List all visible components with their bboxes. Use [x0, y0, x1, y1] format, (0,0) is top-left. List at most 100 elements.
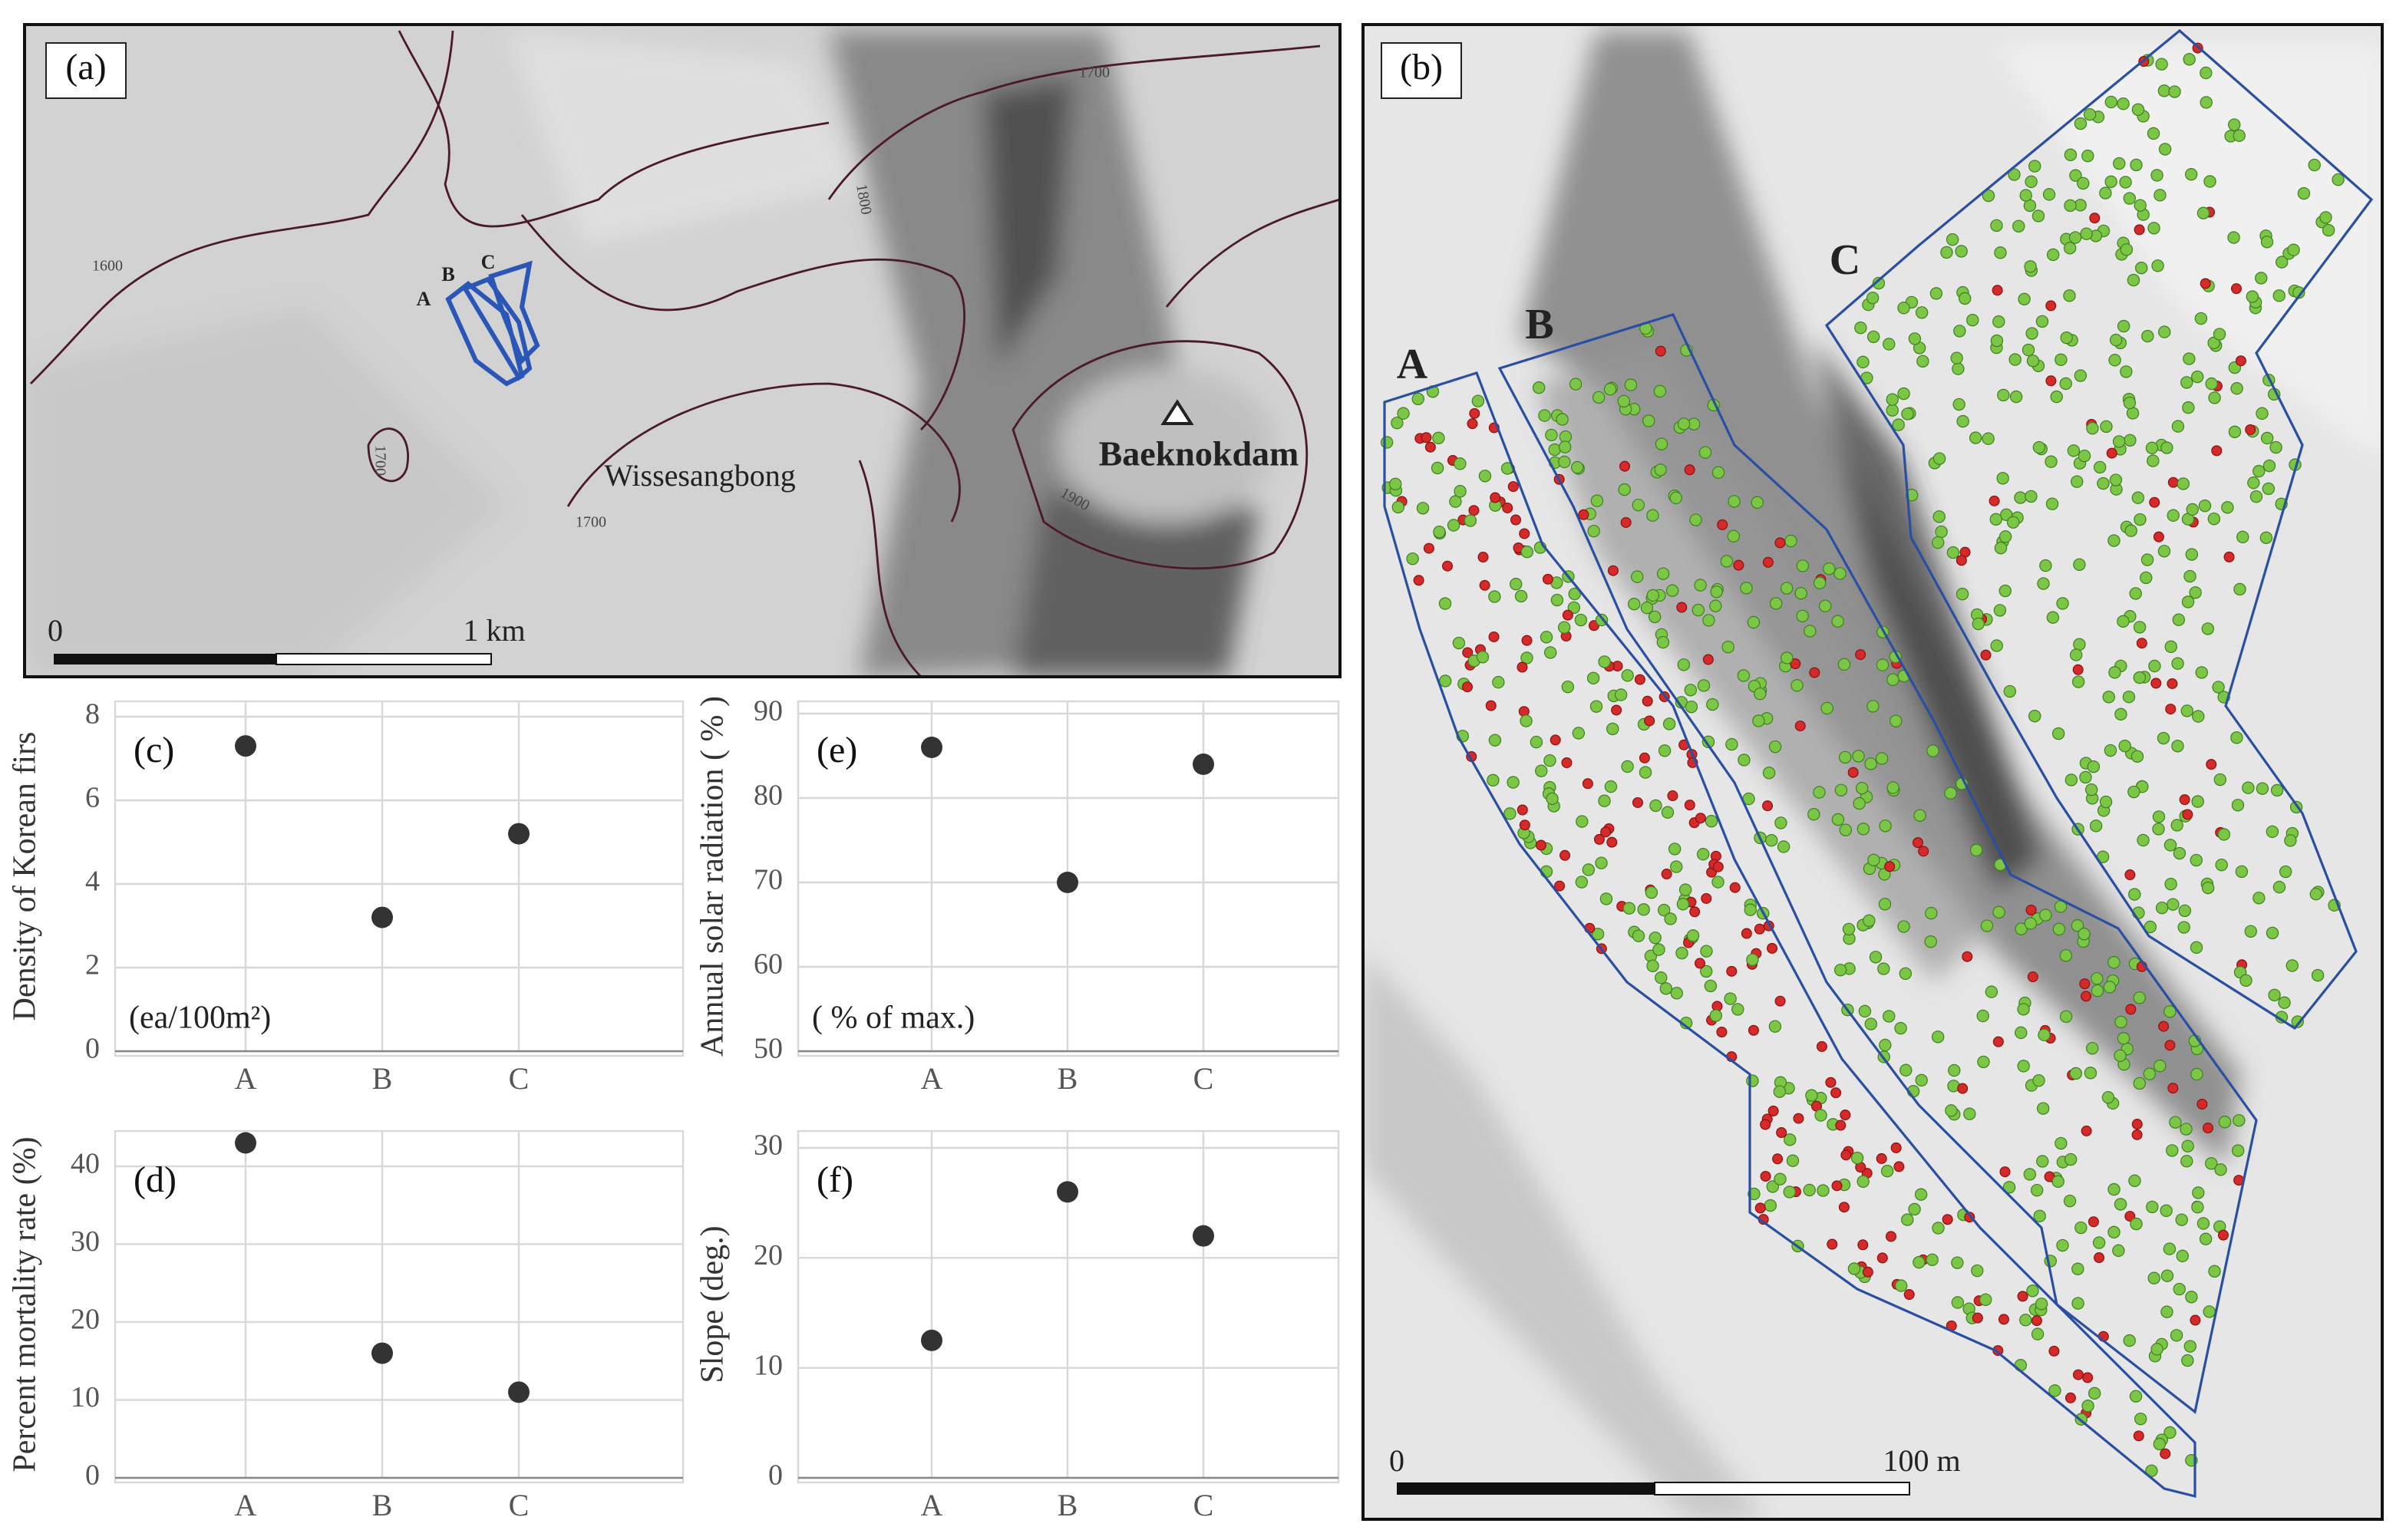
tree-dot — [1649, 799, 1662, 813]
tree-dot — [1915, 306, 1929, 319]
tree-dot — [2037, 1102, 2050, 1115]
tree-dot — [2205, 377, 2218, 391]
tree-dot — [2297, 186, 2311, 200]
tree-dot — [2233, 582, 2246, 596]
annotation: ( % of max.) — [812, 1001, 975, 1036]
tree-dot — [1884, 861, 1896, 872]
scale-label: 0 — [1389, 1443, 1404, 1478]
site-label: C — [481, 251, 496, 273]
tree-dot — [2175, 1213, 2188, 1226]
tree-dot — [1883, 1010, 1896, 1023]
tree-dot — [2163, 1005, 2177, 1018]
tree-dot — [1711, 876, 1724, 889]
tree-dot — [1720, 555, 1734, 568]
tree-dot — [1507, 481, 1519, 493]
tree-dot — [2060, 331, 2073, 345]
tree-dot — [2149, 496, 2160, 508]
panel-label: (c) — [134, 730, 174, 770]
tree-dot — [1866, 700, 1880, 713]
tree-dot — [1670, 987, 1683, 1000]
tree-dot — [2230, 283, 2242, 295]
tree-dot — [2221, 501, 2234, 514]
tree-dot — [2008, 168, 2021, 181]
tree-dot — [2080, 227, 2093, 240]
tree-dot — [1652, 943, 1665, 956]
tree-dot — [2154, 189, 2167, 202]
tree-dot — [1879, 819, 1892, 833]
tree-dot — [2196, 206, 2210, 219]
tree-dot — [1813, 576, 1827, 590]
tree-dot — [1966, 313, 1979, 327]
tree-dot — [2008, 353, 2022, 366]
tree-dot — [1543, 754, 1556, 767]
tree-dot — [2200, 66, 2213, 80]
data-point — [235, 1132, 256, 1154]
tree-dot — [1980, 919, 1994, 932]
tree-dot — [2201, 622, 2215, 635]
tree-dot — [2131, 103, 2145, 117]
tree-dot — [1655, 437, 1668, 450]
tree-dot — [2094, 1252, 2105, 1264]
tree-dot — [2166, 1144, 2179, 1157]
tree-dot — [1669, 491, 1682, 505]
tree-dot — [1990, 219, 2003, 232]
tree-dot — [2114, 1198, 2127, 1211]
tree-dot — [2140, 553, 2154, 566]
tree-dot — [2052, 922, 2066, 936]
tree-dot — [1424, 441, 1436, 453]
tree-dot — [1490, 492, 1501, 503]
tree-dot — [1760, 1119, 1771, 1130]
tree-dot — [1831, 1180, 1843, 1192]
tree-dot — [1582, 863, 1596, 876]
y-tick-label: 0 — [85, 1459, 100, 1492]
tree-dot — [1883, 338, 1896, 351]
tree-dot — [2211, 445, 2223, 457]
tree-dot — [1741, 928, 1752, 939]
tree-dot — [1886, 404, 1899, 417]
tree-dot — [1431, 461, 1444, 475]
tree-dot — [1889, 714, 1903, 727]
tree-dot — [1510, 514, 1522, 526]
tree-dot — [1842, 922, 1856, 936]
tree-dot — [1548, 443, 1561, 457]
tree-dot — [1914, 1188, 1928, 1201]
tree-dot — [2064, 773, 2078, 786]
tree-dot — [2063, 1194, 2077, 1208]
tree-dot — [1769, 597, 1783, 610]
scale-bar — [54, 654, 276, 664]
tree-dot — [2230, 382, 2243, 395]
annotation: (ea/100m²) — [129, 1001, 271, 1036]
tree-dot — [2173, 1282, 2186, 1296]
tree-dot — [1805, 1089, 1818, 1102]
tree-dot — [1956, 414, 1969, 428]
tree-dot — [1413, 575, 1424, 586]
tree-dot — [1667, 790, 1678, 802]
tree-dot — [2173, 846, 2187, 860]
tree-dot — [1519, 819, 1530, 831]
tree-dot — [1897, 387, 1910, 401]
tree-dot — [2032, 440, 2046, 454]
tree-dot — [2101, 1090, 2115, 1104]
tree-dot — [1397, 407, 1410, 420]
tree-dot — [2014, 491, 2027, 504]
tree-dot — [1856, 823, 1870, 836]
tree-dot — [2012, 219, 2025, 232]
tree-dot — [1618, 483, 1631, 496]
tree-dot — [2244, 925, 2257, 938]
data-point — [508, 1381, 530, 1403]
tree-dot — [2171, 420, 2185, 433]
tree-dot — [2180, 376, 2193, 389]
tree-dot — [2063, 242, 2077, 255]
tree-dot — [1774, 537, 1786, 549]
tree-dot — [1740, 582, 1753, 595]
tree-dot — [2190, 941, 2203, 955]
tree-dot — [1727, 529, 1741, 542]
tree-dot — [1760, 1170, 1771, 1182]
tree-dot — [1606, 722, 1619, 736]
tree-dot — [2158, 143, 2172, 156]
place-label: Wissesangbong — [604, 458, 795, 493]
tree-dot — [1521, 635, 1533, 646]
tree-dot — [1628, 597, 1641, 611]
tree-dot — [2171, 740, 2184, 753]
map-b-frame — [1361, 23, 2384, 1521]
